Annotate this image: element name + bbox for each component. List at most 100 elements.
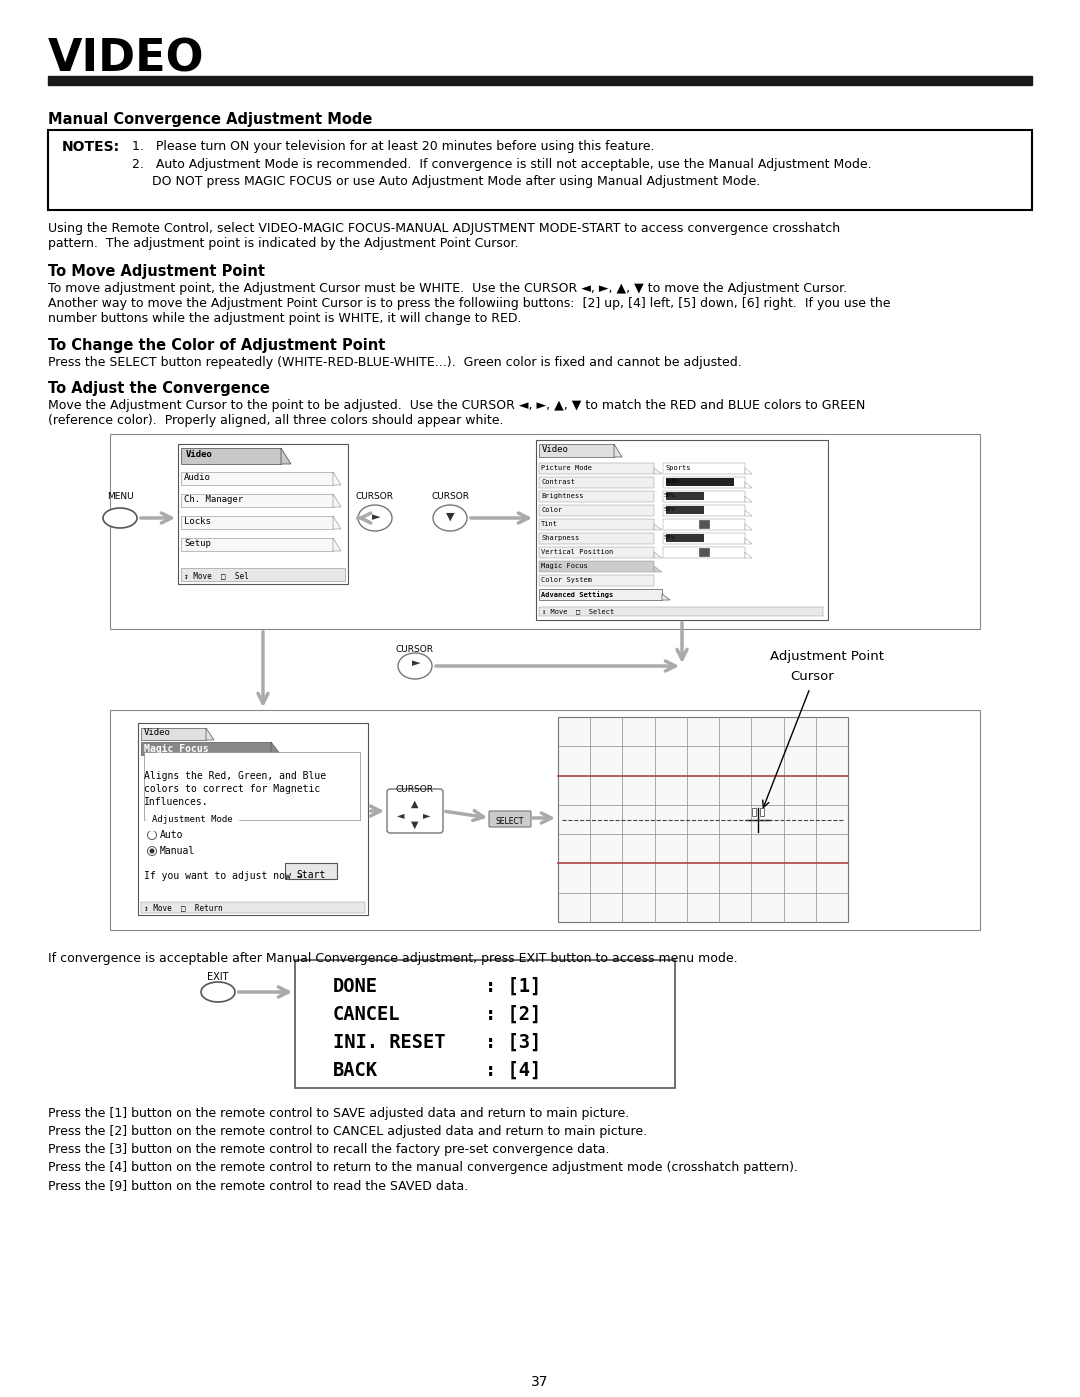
Text: ▲: ▲ (411, 799, 419, 809)
Text: Adjustment Mode: Adjustment Mode (152, 814, 232, 824)
Polygon shape (745, 552, 752, 557)
Bar (138, 724, 368, 915)
Bar (663, 462, 745, 474)
Text: Ch. Manager: Ch. Manager (184, 495, 243, 504)
Ellipse shape (399, 652, 432, 679)
Bar (539, 462, 654, 474)
Text: Influences.: Influences. (144, 798, 208, 807)
Text: ►: ► (372, 511, 380, 522)
Bar (539, 562, 654, 571)
Polygon shape (271, 742, 281, 754)
Polygon shape (654, 524, 662, 529)
Bar (539, 608, 823, 616)
Text: To move adjustment point, the Adjustment Cursor must be WHITE.  Use the CURSOR ◄: To move adjustment point, the Adjustment… (48, 282, 847, 295)
Bar (699, 548, 708, 556)
Text: Video: Video (144, 728, 171, 738)
Text: BACK: BACK (333, 1060, 378, 1080)
Bar (539, 490, 654, 502)
Bar (663, 520, 745, 529)
Bar (110, 434, 980, 629)
Bar (663, 534, 745, 543)
Bar (663, 548, 745, 557)
Text: Cursor: Cursor (789, 671, 834, 683)
Text: Auto: Auto (160, 830, 184, 840)
Bar (144, 752, 360, 820)
Bar (181, 495, 333, 507)
Text: number buttons while the adjustment point is WHITE, it will change to RED.: number buttons while the adjustment poin… (48, 312, 522, 326)
Bar (666, 534, 704, 542)
Polygon shape (745, 482, 752, 488)
Bar (181, 569, 345, 581)
Text: CURSOR: CURSOR (356, 492, 394, 502)
Text: Video: Video (186, 450, 213, 460)
Polygon shape (662, 594, 670, 599)
Text: Picture Mode: Picture Mode (541, 465, 592, 471)
Polygon shape (745, 524, 752, 529)
Text: ↕ Move  □  Select: ↕ Move □ Select (542, 608, 615, 615)
Text: 100%: 100% (664, 479, 679, 483)
Bar (752, 807, 756, 816)
Polygon shape (333, 495, 341, 507)
Ellipse shape (201, 982, 235, 1002)
Ellipse shape (357, 504, 392, 531)
Text: Using the Remote Control, select VIDEO-MAGIC FOCUS-MANUAL ADJUSTMENT MODE-START : Using the Remote Control, select VIDEO-M… (48, 222, 840, 235)
Text: NOTES:: NOTES: (62, 140, 120, 154)
Text: Contrast: Contrast (541, 479, 575, 485)
Text: Manual: Manual (160, 847, 195, 856)
Text: ▼: ▼ (411, 820, 419, 830)
Text: Advanced Settings: Advanced Settings (541, 591, 613, 598)
Text: MENU: MENU (107, 492, 133, 502)
Text: CANCEL: CANCEL (333, 1004, 401, 1024)
Polygon shape (745, 538, 752, 543)
Text: SELECT: SELECT (496, 817, 524, 826)
Text: : [3]: : [3] (485, 1032, 541, 1052)
Text: Press the [3] button on the remote control to recall the factory pre-set converg: Press the [3] button on the remote contr… (48, 1143, 609, 1155)
Bar (539, 590, 662, 599)
Polygon shape (206, 728, 214, 740)
Text: Press the [2] button on the remote control to CANCEL adjusted data and return to: Press the [2] button on the remote contr… (48, 1125, 647, 1139)
Text: ►: ► (411, 658, 420, 668)
Circle shape (149, 848, 154, 854)
FancyBboxPatch shape (387, 789, 443, 833)
Text: If convergence is acceptable after Manual Convergence adjustment, press EXIT but: If convergence is acceptable after Manua… (48, 951, 738, 965)
Bar (666, 506, 704, 514)
Text: Another way to move the Adjustment Point Cursor is to press the followiing butto: Another way to move the Adjustment Point… (48, 298, 891, 310)
Text: 2.   Auto Adjustment Mode is recommended.  If convergence is still not acceptabl: 2. Auto Adjustment Mode is recommended. … (132, 158, 872, 170)
Polygon shape (745, 496, 752, 502)
Bar (178, 444, 348, 584)
Text: ►: ► (423, 810, 431, 820)
Circle shape (148, 830, 157, 840)
Ellipse shape (103, 509, 137, 528)
Text: Locks: Locks (184, 517, 211, 527)
Bar (539, 576, 654, 585)
Bar (181, 538, 333, 550)
Text: Press the [1] button on the remote control to SAVE adjusted data and return to m: Press the [1] button on the remote contr… (48, 1106, 630, 1120)
Bar (539, 444, 615, 457)
Text: VIDEO: VIDEO (48, 38, 204, 81)
Bar (536, 440, 828, 620)
Bar (295, 960, 675, 1088)
Text: ↕ Move  □  Return: ↕ Move □ Return (144, 902, 222, 912)
Bar (663, 476, 745, 488)
Bar (666, 492, 704, 500)
Text: Start: Start (296, 870, 326, 880)
Text: DO NOT press MAGIC FOCUS or use Auto Adjustment Mode after using Manual Adjustme: DO NOT press MAGIC FOCUS or use Auto Adj… (152, 175, 760, 189)
Bar (181, 472, 333, 485)
Text: If you want to adjust now →: If you want to adjust now → (144, 870, 302, 882)
Bar (663, 504, 745, 515)
Bar (539, 504, 654, 515)
Polygon shape (745, 468, 752, 474)
Bar (110, 710, 980, 930)
Text: Vertical Position: Vertical Position (541, 549, 613, 555)
Text: CURSOR: CURSOR (396, 645, 434, 654)
Bar (141, 742, 271, 754)
Text: : [1]: : [1] (485, 977, 541, 996)
Polygon shape (745, 510, 752, 515)
Bar (558, 717, 848, 922)
Ellipse shape (433, 504, 467, 531)
Bar (663, 490, 745, 502)
Polygon shape (333, 538, 341, 550)
Text: Press the [4] button on the remote control to return to the manual convergence a: Press the [4] button on the remote contr… (48, 1161, 798, 1173)
Text: Tint: Tint (541, 521, 558, 527)
Text: Press the [9] button on the remote control to read the SAVED data.: Press the [9] button on the remote contr… (48, 1179, 469, 1192)
